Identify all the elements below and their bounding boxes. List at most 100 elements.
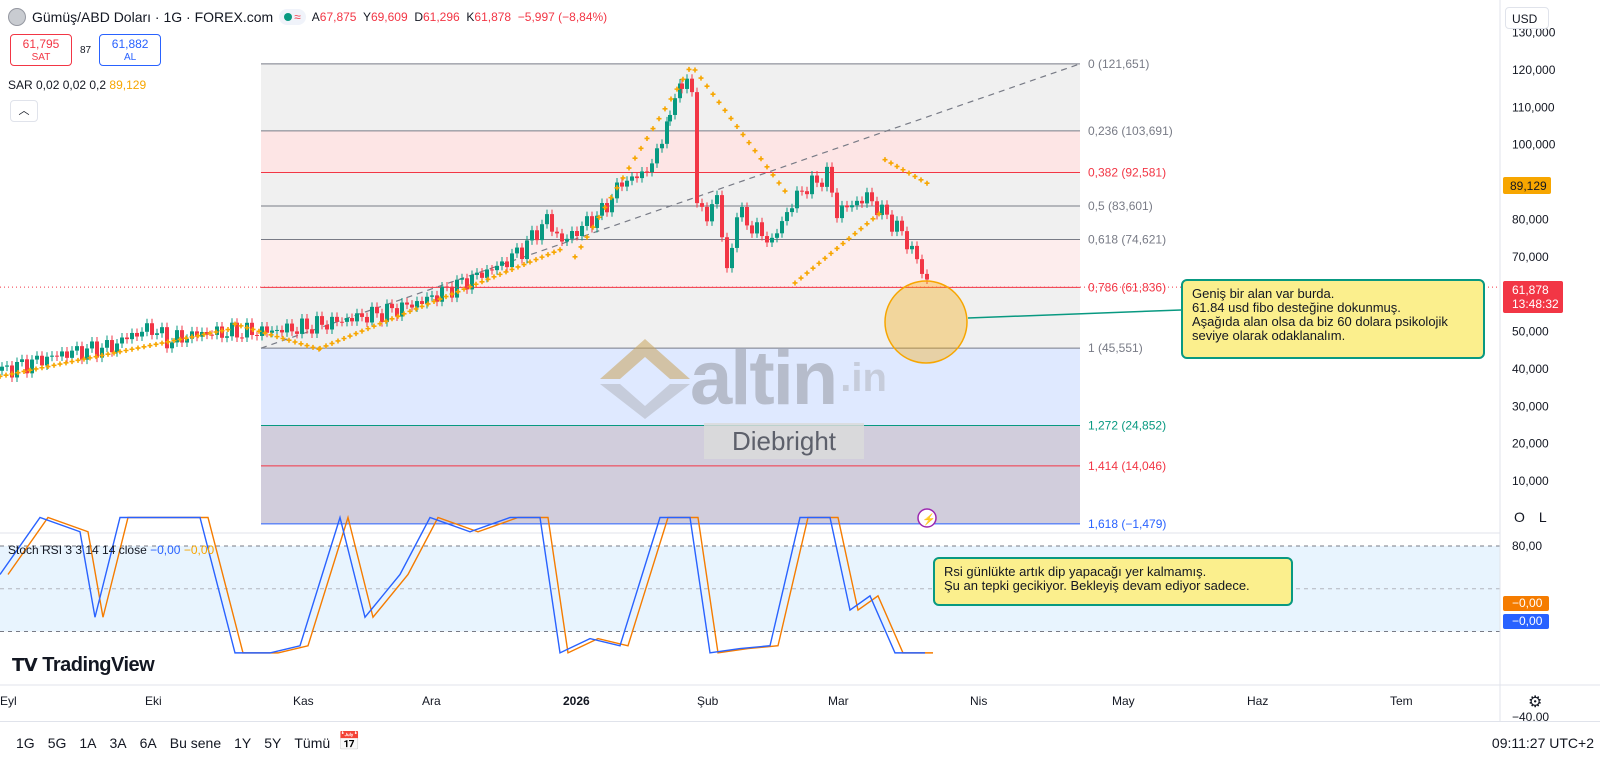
stoch-rsi-legend[interactable]: Stoch RSI 3 3 14 14 close −0,00 −0,00 — [8, 543, 215, 557]
tf-5y[interactable]: 5Y — [264, 735, 282, 751]
symbol-title[interactable]: Gümüş/ABD Doları · 1G · FOREX.com — [32, 9, 274, 25]
sar-dot — [377, 321, 383, 327]
tf-1g[interactable]: 1G — [16, 735, 35, 751]
tf-1a[interactable]: 1A — [79, 735, 97, 751]
price-axis-label: 30,000 — [1512, 399, 1549, 413]
currency-selector[interactable]: USD — [1505, 7, 1549, 29]
sar-dot — [545, 252, 551, 258]
tf-6a[interactable]: 6A — [139, 735, 157, 751]
sar-dot — [437, 296, 443, 302]
sar-dot — [57, 361, 63, 367]
candle-body — [210, 334, 214, 336]
sar-dot — [45, 364, 51, 370]
fib-level-label: 1 (45,551) — [1088, 341, 1143, 355]
fib-level-label: 1,618 (−1,479) — [1088, 517, 1166, 531]
sar-dot — [533, 257, 539, 263]
sar-indicator-legend[interactable]: SAR 0,02 0,02 0,2 89,129 — [8, 78, 147, 92]
sar-dot — [578, 244, 584, 250]
sar-dot — [395, 313, 401, 319]
sar-dot — [656, 116, 662, 122]
tf-all[interactable]: Tümü — [294, 735, 331, 751]
tf-ytd[interactable]: Bu sene — [169, 735, 222, 751]
sar-dot — [734, 123, 740, 129]
fib-trend-line — [260, 63, 1081, 349]
candle-body — [860, 200, 864, 204]
sell-button[interactable]: 61,795 SAT — [10, 34, 72, 66]
candle-body — [915, 245, 919, 260]
sar-dot — [280, 335, 286, 341]
change-value: −5,997 (−8,84%) — [517, 10, 608, 24]
candle-body — [180, 330, 184, 343]
annotation-note-rsi[interactable]: Rsi günlükte artık dip yapacağı yer kalm… — [933, 557, 1293, 606]
sar-dot — [3, 372, 9, 378]
sar-dot — [165, 339, 171, 345]
candle-body — [865, 192, 869, 204]
calendar-range-icon[interactable]: 📅 — [338, 731, 361, 751]
tf-1y[interactable]: 1Y — [234, 735, 252, 751]
candle-body — [805, 191, 809, 195]
chart-canvas[interactable]: 0 (121,651) 0,236 (103,691) 0,382 (92,581)… — [0, 0, 1600, 721]
stoch-axis-label: −40,00 — [1512, 710, 1549, 721]
candle-body — [535, 230, 539, 241]
note-connector — [967, 309, 1182, 319]
log-scale-button-l[interactable]: L — [1538, 509, 1547, 525]
sar-dot — [900, 167, 906, 173]
sar-dot — [232, 321, 238, 327]
sar-dot — [527, 259, 533, 265]
sar-dot — [9, 371, 15, 377]
buy-button[interactable]: 61,882 AL — [99, 34, 162, 66]
candle-body — [440, 286, 444, 302]
silver-symbol-icon — [8, 8, 26, 26]
candle-body — [765, 236, 769, 243]
candle-body — [115, 343, 119, 353]
sar-dot — [473, 281, 479, 287]
sar-dot — [692, 67, 698, 73]
candle-body — [290, 323, 294, 332]
candle-body — [120, 337, 124, 344]
annotation-note-price[interactable]: Geniş bir alan var burda. 61.84 usd fibo… — [1181, 279, 1485, 359]
collapse-legend-button[interactable]: ︿ — [10, 100, 38, 122]
tf-3a[interactable]: 3A — [109, 735, 127, 751]
sar-dot — [99, 352, 105, 358]
candle-body — [560, 233, 564, 242]
sar-dot — [716, 99, 722, 105]
stoch-axis-label: 80,00 — [1512, 539, 1542, 553]
highlight-circle — [884, 280, 968, 364]
candle-body — [455, 279, 459, 298]
tradingview-logo[interactable]: 𝗧𝗩 TradingView — [12, 654, 155, 676]
clock[interactable]: 09:11:27 UTC+2 — [1491, 735, 1594, 751]
candle-body — [140, 331, 144, 337]
candle-body — [340, 321, 344, 323]
sar-dot — [798, 275, 804, 281]
log-scale-button-o[interactable]: O — [1514, 509, 1525, 525]
candle-body — [690, 78, 694, 93]
candle-body — [875, 201, 879, 216]
sar-dot — [304, 343, 310, 349]
candle-body — [405, 302, 409, 305]
last-price-tag — [1503, 281, 1563, 313]
time-axis-label: Eki — [145, 694, 162, 708]
countdown-text: 13:48:32 — [1512, 297, 1559, 311]
candle-body — [330, 316, 334, 330]
sar-dot — [419, 303, 425, 309]
symbol-header: Gümüş/ABD Doları · 1G · FOREX.com ≈ A67,… — [8, 8, 607, 26]
market-status-pill[interactable]: ≈ — [279, 9, 306, 25]
candle-body — [510, 253, 514, 268]
candle-body — [830, 166, 834, 193]
candle-body — [770, 237, 774, 243]
watermark-icon — [600, 338, 690, 419]
sar-dot — [27, 367, 33, 373]
sar-dot — [21, 368, 27, 374]
sar-dot — [752, 148, 758, 154]
candle-body — [775, 233, 779, 238]
candle-body — [815, 175, 819, 183]
fib-zone — [261, 239, 1080, 288]
timeframe-buttons: 1G 5G 1A 3A 6A Bu sene 1Y 5Y Tümü — [16, 735, 330, 751]
tf-5g[interactable]: 5G — [47, 735, 67, 751]
time-axis-label: Şub — [697, 694, 719, 708]
fib-level-label: 0,382 (92,581) — [1088, 165, 1166, 179]
candle-body — [325, 324, 329, 330]
gear-icon[interactable]: ⚙ — [1528, 694, 1543, 711]
candle-body — [530, 230, 534, 241]
sar-dot — [201, 331, 207, 337]
